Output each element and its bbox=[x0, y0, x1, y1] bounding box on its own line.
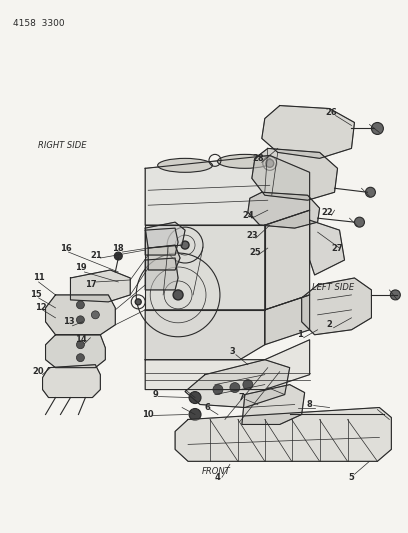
Text: 22: 22 bbox=[322, 208, 333, 217]
Text: 3: 3 bbox=[229, 347, 235, 356]
Circle shape bbox=[76, 354, 84, 362]
Text: FRONT: FRONT bbox=[202, 467, 231, 477]
Polygon shape bbox=[175, 408, 391, 462]
Text: 8: 8 bbox=[307, 400, 313, 409]
Text: 21: 21 bbox=[91, 251, 102, 260]
Text: 23: 23 bbox=[246, 231, 257, 240]
Text: 25: 25 bbox=[249, 247, 261, 256]
Text: 6: 6 bbox=[204, 403, 210, 412]
Polygon shape bbox=[42, 365, 100, 398]
Circle shape bbox=[114, 252, 122, 260]
Circle shape bbox=[76, 301, 84, 309]
Polygon shape bbox=[248, 192, 319, 228]
Polygon shape bbox=[145, 228, 178, 255]
Text: 16: 16 bbox=[60, 244, 71, 253]
Circle shape bbox=[76, 316, 84, 324]
Text: 9: 9 bbox=[152, 390, 158, 399]
Text: RIGHT SIDE: RIGHT SIDE bbox=[38, 141, 86, 150]
Text: 15: 15 bbox=[30, 290, 42, 300]
Circle shape bbox=[243, 379, 253, 390]
Polygon shape bbox=[185, 360, 290, 408]
Ellipse shape bbox=[157, 158, 213, 172]
Text: 28: 28 bbox=[252, 154, 264, 163]
Text: 26: 26 bbox=[326, 108, 337, 117]
Polygon shape bbox=[265, 210, 310, 310]
Polygon shape bbox=[145, 340, 310, 390]
Text: 1: 1 bbox=[297, 330, 303, 340]
Circle shape bbox=[189, 408, 201, 421]
Text: 18: 18 bbox=[113, 244, 124, 253]
Text: 27: 27 bbox=[332, 244, 344, 253]
Text: 7: 7 bbox=[239, 393, 245, 402]
Polygon shape bbox=[145, 225, 265, 310]
Polygon shape bbox=[262, 106, 355, 158]
Text: 13: 13 bbox=[63, 317, 74, 326]
Text: 17: 17 bbox=[84, 280, 96, 289]
Text: 14: 14 bbox=[75, 335, 86, 344]
Circle shape bbox=[355, 217, 364, 227]
Polygon shape bbox=[310, 220, 344, 275]
Polygon shape bbox=[145, 156, 310, 225]
Polygon shape bbox=[242, 385, 305, 424]
Circle shape bbox=[135, 299, 141, 305]
Polygon shape bbox=[46, 295, 115, 335]
Text: 11: 11 bbox=[33, 273, 44, 282]
Polygon shape bbox=[46, 335, 105, 368]
Circle shape bbox=[366, 187, 375, 197]
Polygon shape bbox=[145, 222, 185, 248]
Polygon shape bbox=[71, 270, 130, 302]
Circle shape bbox=[91, 311, 100, 319]
Text: 12: 12 bbox=[35, 303, 47, 312]
Text: 5: 5 bbox=[348, 473, 355, 482]
Text: 10: 10 bbox=[142, 410, 154, 419]
Text: 19: 19 bbox=[75, 263, 86, 272]
Text: 2: 2 bbox=[327, 320, 333, 329]
Text: 4158  3300: 4158 3300 bbox=[13, 19, 64, 28]
Text: 24: 24 bbox=[242, 211, 254, 220]
Ellipse shape bbox=[217, 155, 272, 168]
Text: LEFT SIDE: LEFT SIDE bbox=[312, 283, 354, 292]
Circle shape bbox=[189, 392, 201, 403]
Polygon shape bbox=[145, 310, 265, 360]
Circle shape bbox=[390, 290, 400, 300]
Circle shape bbox=[266, 159, 274, 167]
Text: 4: 4 bbox=[215, 473, 221, 482]
Circle shape bbox=[371, 123, 384, 134]
Polygon shape bbox=[302, 278, 371, 335]
Polygon shape bbox=[252, 148, 337, 200]
Circle shape bbox=[173, 290, 183, 300]
Circle shape bbox=[213, 385, 223, 394]
Polygon shape bbox=[265, 295, 310, 345]
Polygon shape bbox=[148, 245, 180, 270]
Circle shape bbox=[76, 341, 84, 349]
Text: 20: 20 bbox=[33, 367, 44, 376]
Circle shape bbox=[181, 241, 189, 249]
Circle shape bbox=[230, 383, 240, 393]
Polygon shape bbox=[145, 258, 178, 290]
